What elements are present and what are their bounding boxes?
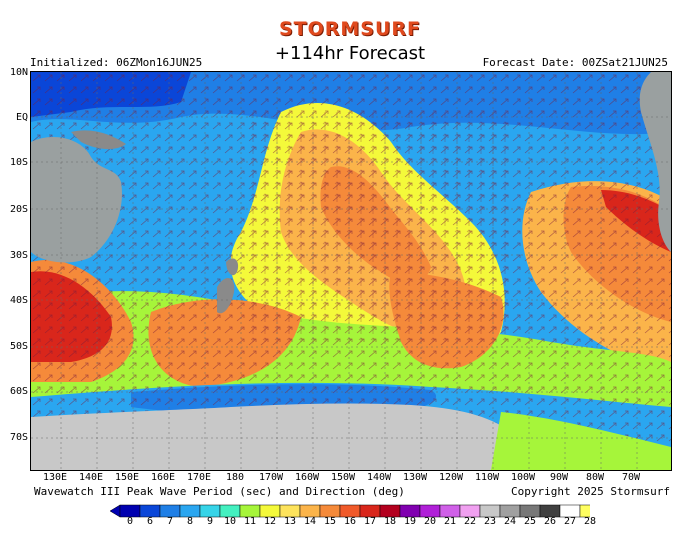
lon-label: 160W <box>294 472 320 483</box>
scale-label: 27 <box>563 516 577 527</box>
forecast-date-label: Forecast Date: 00ZSat21JUN25 <box>482 56 668 69</box>
scale-label: 16 <box>343 516 357 527</box>
scale-label: 15 <box>323 516 337 527</box>
lon-label: 180 <box>225 472 245 483</box>
lon-label: 130E <box>42 472 68 483</box>
lat-label: 10N <box>9 67 28 78</box>
lat-label: 70S <box>9 432 28 443</box>
lon-label: 140E <box>78 472 104 483</box>
scale-label: 0 <box>126 516 134 527</box>
scale-label: 8 <box>186 516 194 527</box>
lon-label: 170E <box>186 472 212 483</box>
lon-label: 160E <box>150 472 176 483</box>
scale-label: 6 <box>146 516 154 527</box>
scale-label: 14 <box>303 516 317 527</box>
lat-label: EQ <box>15 112 28 123</box>
lon-label: 150E <box>114 472 140 483</box>
scale-label: 9 <box>206 516 214 527</box>
stormsurf-logo: STORMSURF <box>278 18 422 40</box>
antarctica-ice <box>31 403 511 470</box>
lon-label: 150W <box>330 472 356 483</box>
lat-label: 40S <box>9 295 28 306</box>
scale-label: 12 <box>263 516 277 527</box>
lon-label: 90W <box>549 472 569 483</box>
new-zealand-land <box>217 277 235 314</box>
scale-low-arrow <box>110 504 121 518</box>
lat-label: 30S <box>9 250 28 261</box>
scale-label: 24 <box>503 516 517 527</box>
initialized-label: Initialized: 06ZMon16JUN25 <box>30 56 203 69</box>
scale-label: 19 <box>403 516 417 527</box>
lon-label: 140W <box>366 472 392 483</box>
scale-label: 13 <box>283 516 297 527</box>
lat-label: 50S <box>9 341 28 352</box>
lat-label: 60S <box>9 386 28 397</box>
scale-label: 25 <box>523 516 537 527</box>
scale-label: 22 <box>463 516 477 527</box>
scale-label: 11 <box>243 516 257 527</box>
lon-label: 120W <box>438 472 464 483</box>
scale-swatch <box>579 504 590 518</box>
scale-label: 21 <box>443 516 457 527</box>
scale-label: 26 <box>543 516 557 527</box>
scale-label: 20 <box>423 516 437 527</box>
map-canvas <box>31 72 671 470</box>
scale-label: 23 <box>483 516 497 527</box>
lat-lon-grid <box>31 72 671 470</box>
australia-land <box>31 137 122 263</box>
lon-label: 100W <box>510 472 536 483</box>
scale-label: 7 <box>166 516 174 527</box>
scale-label: 18 <box>383 516 397 527</box>
lat-label: 10S <box>9 157 28 168</box>
lon-label: 170W <box>258 472 284 483</box>
lon-label: 80W <box>585 472 605 483</box>
scale-label: 17 <box>363 516 377 527</box>
copyright-text: Copyright 2025 Stormsurf <box>511 485 670 498</box>
lat-label: 20S <box>9 204 28 215</box>
wave-period-map <box>30 71 672 471</box>
lon-label: 70W <box>621 472 641 483</box>
map-caption: Wavewatch III Peak Wave Period (sec) and… <box>34 485 405 498</box>
lon-label: 130W <box>402 472 428 483</box>
scale-label: 28 <box>583 516 597 527</box>
forecast-title: +114hr Forecast <box>274 43 426 64</box>
scale-label: 10 <box>223 516 237 527</box>
color-scale-bar <box>110 504 590 518</box>
lon-label: 110W <box>474 472 500 483</box>
